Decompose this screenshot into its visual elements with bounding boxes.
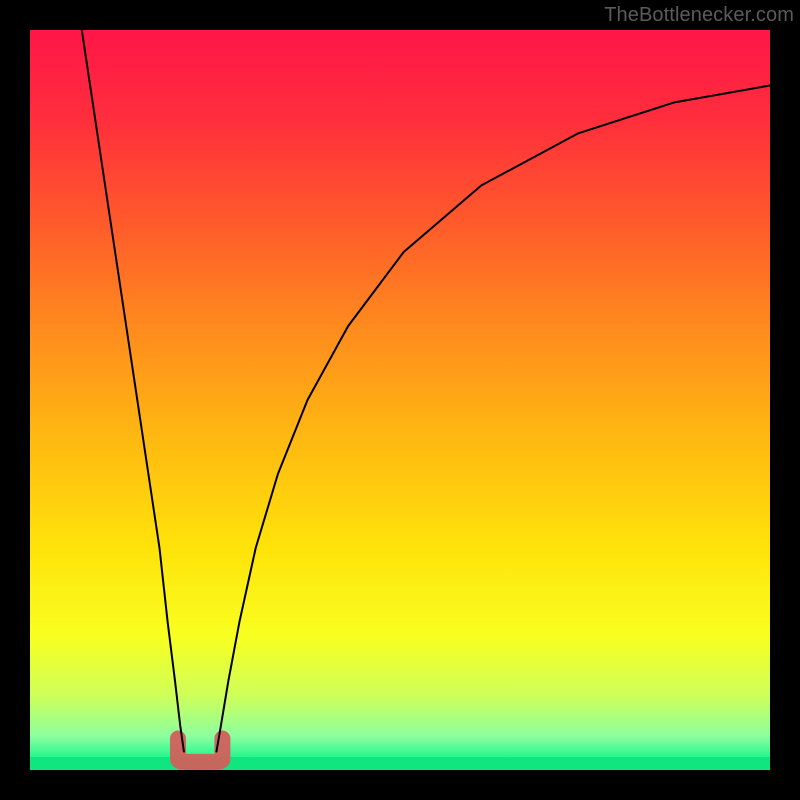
plot-area [30, 30, 770, 770]
bottleneck-curve [30, 30, 770, 770]
chart-frame: TheBottlenecker.com [0, 0, 800, 800]
watermark-text: TheBottlenecker.com [604, 4, 794, 27]
curve-line [82, 30, 770, 752]
